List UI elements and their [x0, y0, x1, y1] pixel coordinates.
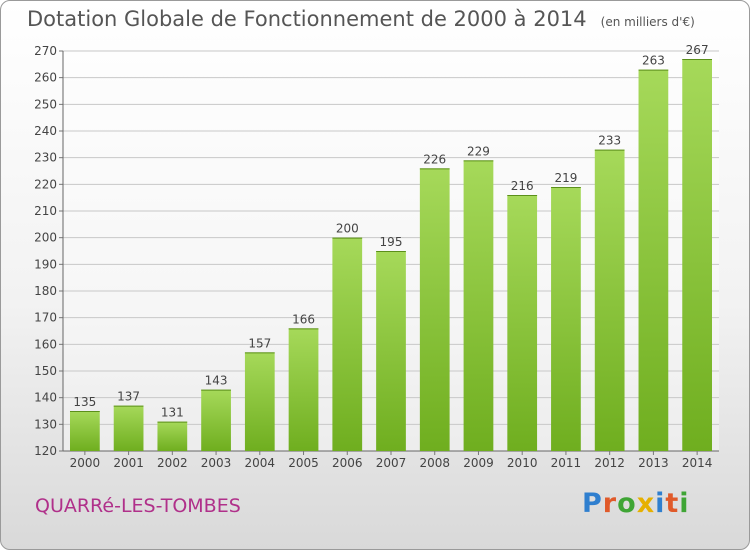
y-tick-label: 230: [34, 151, 57, 165]
x-tick-label: 2012: [594, 456, 625, 470]
data-label: 143: [205, 374, 228, 388]
bar: [157, 421, 188, 451]
commune-name: QUARRé-LES-TOMBES: [35, 495, 241, 517]
bar: [113, 405, 144, 451]
x-tick-label: 2013: [638, 456, 669, 470]
bar: [201, 389, 231, 451]
x-tick-label: 2000: [70, 456, 101, 470]
bar: [288, 328, 319, 451]
data-label: 137: [117, 390, 140, 404]
y-tick-label: 160: [34, 337, 57, 351]
y-tick-label: 270: [34, 44, 57, 58]
y-tick-label: 130: [34, 417, 57, 431]
x-tick-label: 2008: [419, 456, 450, 470]
bar: [551, 187, 581, 451]
y-tick-label: 200: [34, 231, 57, 245]
bar: [332, 237, 363, 451]
data-label: 131: [161, 406, 184, 420]
brand-letter: i: [679, 488, 690, 519]
y-tick-label: 150: [34, 364, 57, 378]
y-tick-label: 220: [34, 177, 57, 191]
brand-letter: i: [655, 488, 666, 519]
data-label: 157: [248, 336, 271, 350]
data-label: 219: [554, 171, 577, 185]
x-tick-label: 2001: [113, 456, 144, 470]
x-tick-label: 2004: [245, 456, 276, 470]
x-tick-label: 2002: [157, 456, 188, 470]
x-tick-label: 2003: [201, 456, 232, 470]
brand-letter: P: [582, 488, 603, 519]
chart-subtitle: (en milliers d'€): [600, 15, 695, 29]
chart-title: Dotation Globale de Fonctionnement de 20…: [27, 7, 695, 31]
brand-letter: r: [602, 488, 618, 519]
brand-logo: Proxiti: [582, 488, 690, 519]
bar: [463, 160, 494, 452]
bar: [419, 168, 450, 452]
y-tick-label: 170: [34, 311, 57, 325]
y-tick-label: 210: [34, 204, 57, 218]
x-tick-label: 2014: [682, 456, 713, 470]
y-tick-label: 140: [34, 391, 57, 405]
data-label: 267: [686, 43, 709, 57]
y-tick-label: 260: [34, 71, 57, 85]
data-label: 226: [423, 152, 446, 166]
y-tick-label: 250: [34, 97, 57, 111]
bar: [244, 352, 275, 451]
bar: [594, 149, 625, 451]
bar: [682, 59, 713, 451]
title-text: Dotation Globale de Fonctionnement de 20…: [27, 7, 587, 31]
y-tick-label: 190: [34, 257, 57, 271]
x-tick-label: 2005: [288, 456, 319, 470]
brand-letter: o: [617, 488, 637, 519]
data-label: 195: [380, 235, 403, 249]
x-tick-label: 2007: [376, 456, 407, 470]
data-label: 166: [292, 312, 315, 326]
data-label: 229: [467, 144, 490, 158]
data-label: 135: [73, 395, 96, 409]
bar: [376, 251, 406, 451]
brand-letter: t: [665, 488, 680, 519]
y-tick-label: 120: [34, 444, 57, 458]
x-tick-label: 2009: [463, 456, 494, 470]
x-tick-label: 2011: [551, 456, 582, 470]
data-label: 233: [598, 134, 621, 148]
bar: [507, 195, 538, 451]
x-tick-label: 2010: [507, 456, 538, 470]
data-label: 263: [642, 54, 665, 68]
y-tick-label: 180: [34, 284, 57, 298]
bar: [638, 69, 669, 452]
x-tick-label: 2006: [332, 456, 363, 470]
y-tick-label: 240: [34, 124, 57, 138]
data-label: 216: [511, 179, 534, 193]
data-label: 200: [336, 222, 359, 236]
bar: [69, 411, 100, 451]
brand-letter: x: [636, 488, 656, 519]
